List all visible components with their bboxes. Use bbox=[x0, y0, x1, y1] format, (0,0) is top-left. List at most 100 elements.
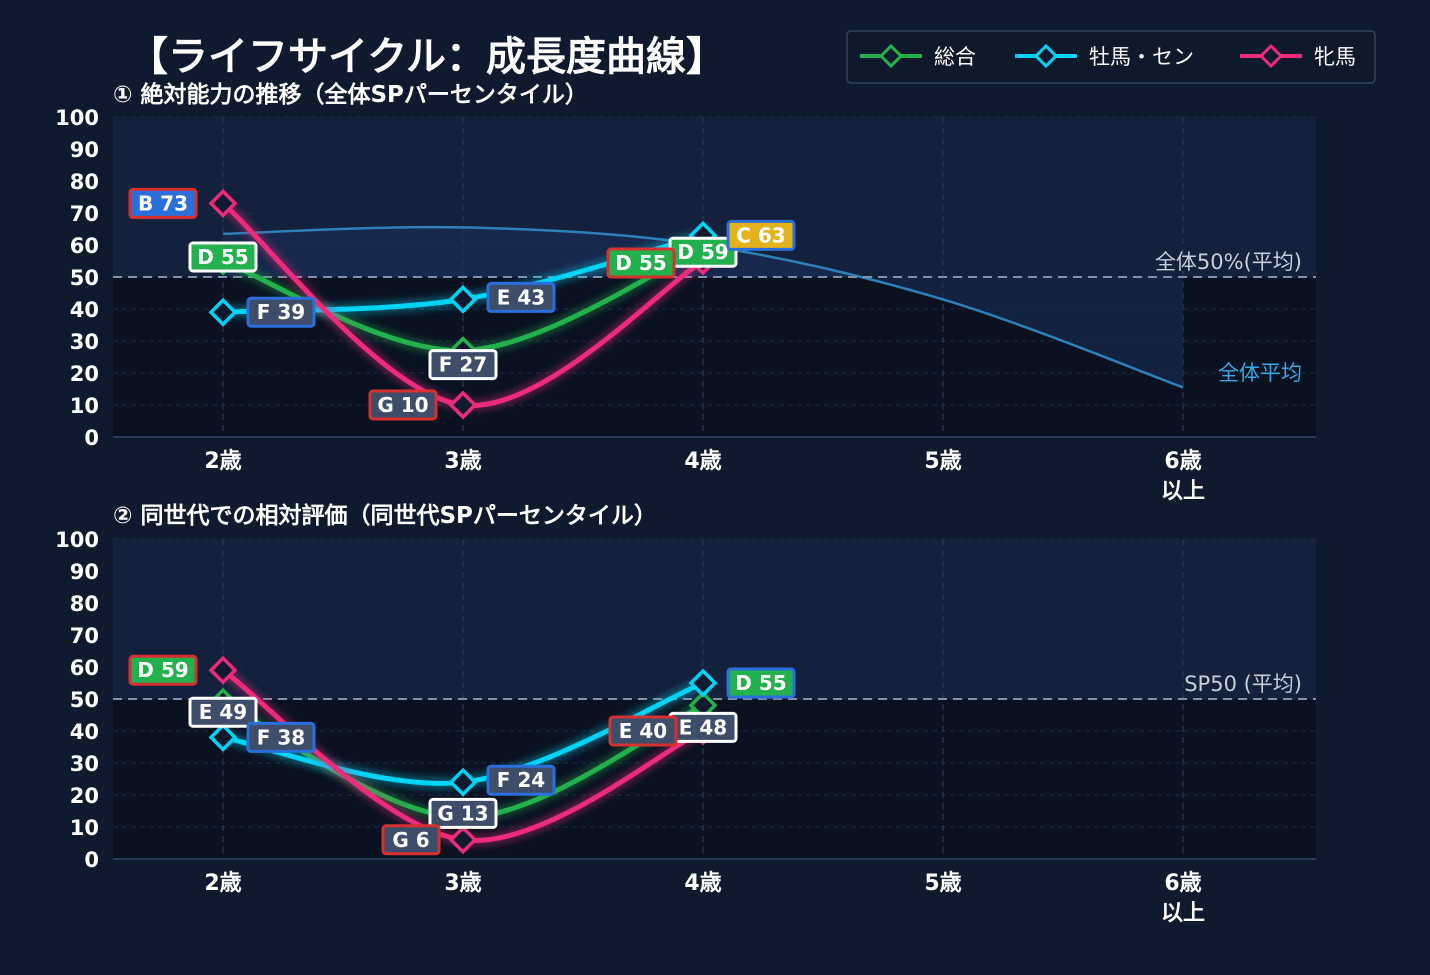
value-badge: E 48 bbox=[668, 711, 738, 743]
value-badge: F 27 bbox=[428, 349, 498, 381]
value-badge-bg bbox=[726, 667, 796, 699]
legend-marker-icon bbox=[1258, 43, 1284, 69]
legend-item: 総合 bbox=[860, 43, 976, 69]
y-tick-label: 50 bbox=[70, 688, 99, 712]
value-badge-bg bbox=[428, 349, 498, 381]
value-badge-label: D 55 bbox=[197, 245, 248, 269]
y-tick-label: 10 bbox=[70, 394, 99, 418]
value-badge-label: E 43 bbox=[497, 285, 545, 309]
y-tick-label: 80 bbox=[70, 592, 99, 616]
panel-subtitle: ② 同世代での相対評価（同世代SPパーセンタイル） bbox=[113, 502, 657, 529]
data-point bbox=[208, 722, 238, 752]
value-badge: D 55 bbox=[188, 241, 258, 273]
value-badge-bg bbox=[486, 764, 556, 796]
y-tick-label: 40 bbox=[70, 720, 99, 744]
x-tick-label: 5歳 bbox=[924, 871, 961, 896]
y-tick-label: 0 bbox=[84, 426, 99, 450]
value-badge: B 73 bbox=[128, 187, 198, 219]
value-badge-label: D 59 bbox=[137, 658, 188, 682]
chart-title: 【ライフサイクル：成長度曲線】 bbox=[128, 34, 726, 80]
x-tick-label: 4歳 bbox=[684, 449, 721, 474]
legend-item: 牝馬 bbox=[1240, 43, 1356, 69]
value-badge: E 49 bbox=[188, 696, 258, 728]
value-badge: G 6 bbox=[381, 824, 441, 856]
x-tick-label: 2歳 bbox=[204, 449, 241, 474]
value-badge: D 55 bbox=[606, 247, 676, 279]
data-point bbox=[448, 390, 478, 420]
value-badge: C 63 bbox=[726, 219, 796, 251]
reference-line-label: 全体50%(平均) bbox=[1155, 250, 1302, 274]
value-badge-label: F 24 bbox=[497, 768, 545, 792]
value-badge: D 55 bbox=[726, 667, 796, 699]
value-badge-bg bbox=[428, 797, 498, 829]
x-tick-line: 2歳 bbox=[204, 871, 241, 896]
y-tick-label: 20 bbox=[70, 362, 99, 386]
value-badge-bg bbox=[128, 187, 198, 219]
data-point bbox=[448, 284, 478, 314]
value-badge-label: B 73 bbox=[138, 191, 188, 215]
value-badge-bg bbox=[486, 281, 556, 313]
data-point bbox=[448, 767, 478, 797]
x-tick-label: 3歳 bbox=[444, 449, 481, 474]
value-badge-label: G 10 bbox=[377, 393, 428, 417]
y-tick-label: 10 bbox=[70, 816, 99, 840]
value-badge-label: G 6 bbox=[392, 828, 429, 852]
legend-label: 牝馬 bbox=[1314, 45, 1356, 69]
value-badge: F 24 bbox=[486, 764, 556, 796]
y-tick-label: 50 bbox=[70, 266, 99, 290]
panel-relative: ② 同世代での相対評価（同世代SPパーセンタイル） 0 10 20 30 40 50 60 70… bbox=[55, 502, 1316, 926]
x-tick-label: 6歳以上 bbox=[1161, 871, 1205, 926]
x-tick-line: 6歳 bbox=[1164, 871, 1201, 896]
value-badge-bg bbox=[246, 721, 316, 753]
legend-label: 牡馬・セン bbox=[1089, 45, 1194, 69]
value-badge-label: F 27 bbox=[439, 353, 487, 377]
x-tick-line: 3歳 bbox=[444, 871, 481, 896]
value-badge: F 39 bbox=[246, 296, 316, 328]
data-point bbox=[208, 655, 238, 685]
x-tick-line: 5歳 bbox=[924, 449, 961, 474]
value-badge: E 43 bbox=[486, 281, 556, 313]
data-point bbox=[208, 297, 238, 327]
value-badge-label: D 55 bbox=[615, 251, 666, 275]
value-badge-label: C 63 bbox=[736, 223, 785, 247]
x-tick-label: 2歳 bbox=[204, 871, 241, 896]
value-badge-bg bbox=[381, 824, 441, 856]
legend-item: 牡馬・セン bbox=[1015, 43, 1194, 69]
legend-items: 総合 牡馬・セン 牝馬 bbox=[860, 43, 1356, 69]
y-tick-label: 90 bbox=[70, 560, 99, 584]
x-tick-label: 5歳 bbox=[924, 449, 961, 474]
value-badge-bg bbox=[128, 654, 198, 686]
y-tick-label: 0 bbox=[84, 848, 99, 872]
legend-box bbox=[846, 30, 1376, 84]
y-tick-label: 70 bbox=[70, 202, 99, 226]
value-badge-bg bbox=[188, 696, 258, 728]
panel-subtitle: ① 絶対能力の推移（全体SPパーセンタイル） bbox=[113, 81, 588, 108]
value-badge-bg bbox=[246, 296, 316, 328]
legend-label: 総合 bbox=[934, 45, 976, 69]
plot-upper-band bbox=[113, 539, 1316, 699]
value-badge-bg bbox=[726, 219, 796, 251]
value-badge-label: E 40 bbox=[619, 719, 667, 743]
y-tick-label: 30 bbox=[70, 330, 99, 354]
reference-line-label: SP50 (平均) bbox=[1184, 672, 1302, 696]
data-point bbox=[208, 188, 238, 218]
y-tick-label: 100 bbox=[55, 106, 99, 130]
y-tick-label: 60 bbox=[70, 656, 99, 680]
x-tick-line: 2歳 bbox=[204, 449, 241, 474]
value-badge: D 59 bbox=[128, 654, 198, 686]
x-tick-line: 以上 bbox=[1161, 479, 1205, 504]
x-tick-label: 6歳以上 bbox=[1161, 449, 1205, 504]
panel-absolute: ① 絶対能力の推移（全体SPパーセンタイル） 0 10 20 30 40 50 60 70 80 9… bbox=[55, 81, 1316, 504]
value-badge-label: D 55 bbox=[735, 671, 786, 695]
legend-marker-icon bbox=[1033, 43, 1059, 69]
value-badge: G 10 bbox=[368, 389, 438, 421]
value-badge-label: F 38 bbox=[257, 725, 305, 749]
value-badge-label: D 59 bbox=[677, 240, 728, 264]
x-tick-line: 6歳 bbox=[1164, 449, 1201, 474]
data-point bbox=[688, 668, 718, 698]
y-tick-label: 70 bbox=[70, 624, 99, 648]
x-tick-line: 以上 bbox=[1161, 901, 1205, 926]
x-tick-line: 5歳 bbox=[924, 871, 961, 896]
legend-marker-icon bbox=[878, 43, 904, 69]
